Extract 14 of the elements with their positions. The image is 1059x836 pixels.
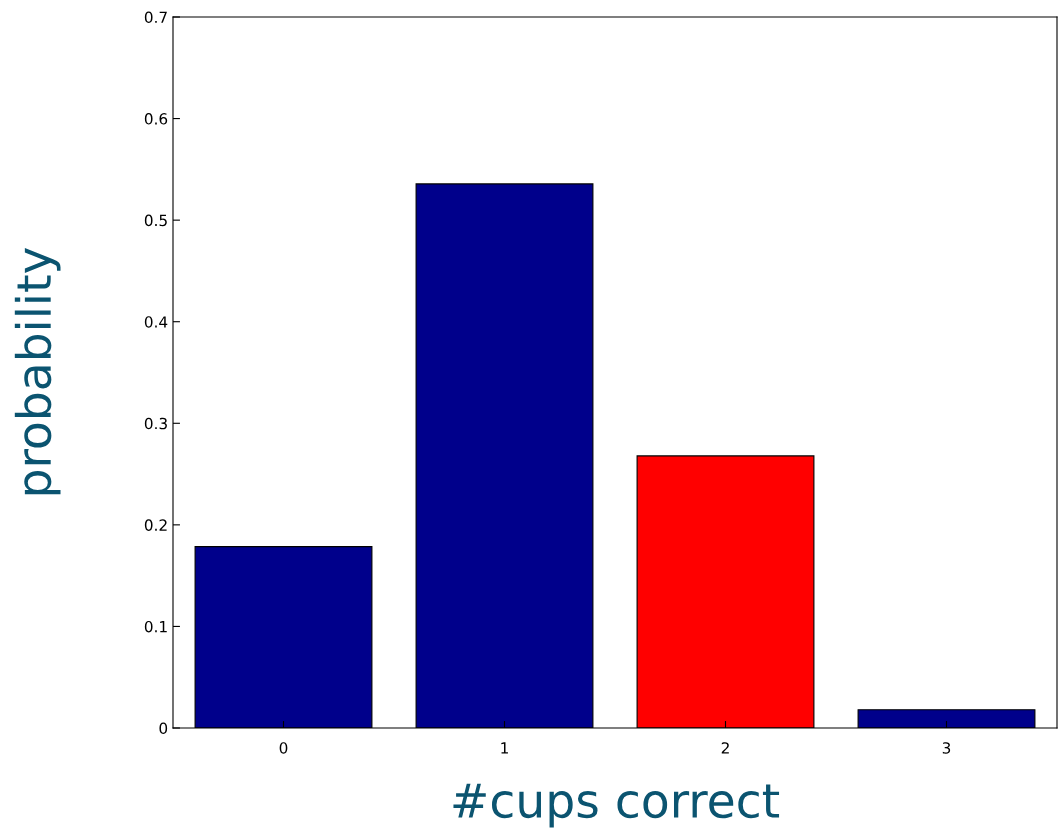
y-axis-title: probability	[14, 247, 61, 495]
x-tick-label: 3	[942, 742, 951, 754]
y-tick-label: 0.3	[144, 417, 167, 430]
x-axis-title: #cups correct	[453, 783, 780, 828]
x-tick-label: 0	[279, 742, 288, 754]
y-tick-label: 0.4	[144, 316, 168, 328]
y-tick-label: 0	[159, 722, 168, 735]
x-tick-label: 2	[721, 742, 729, 754]
x-tick-label: 1	[501, 742, 508, 754]
y-tick-label: 0.6	[144, 113, 168, 125]
y-tick-label: 0.5	[144, 214, 167, 227]
y-tick-label: 0.2	[144, 519, 167, 531]
y-tick-label: 0.7	[144, 11, 167, 24]
y-tick-label: 0.1	[144, 620, 167, 633]
